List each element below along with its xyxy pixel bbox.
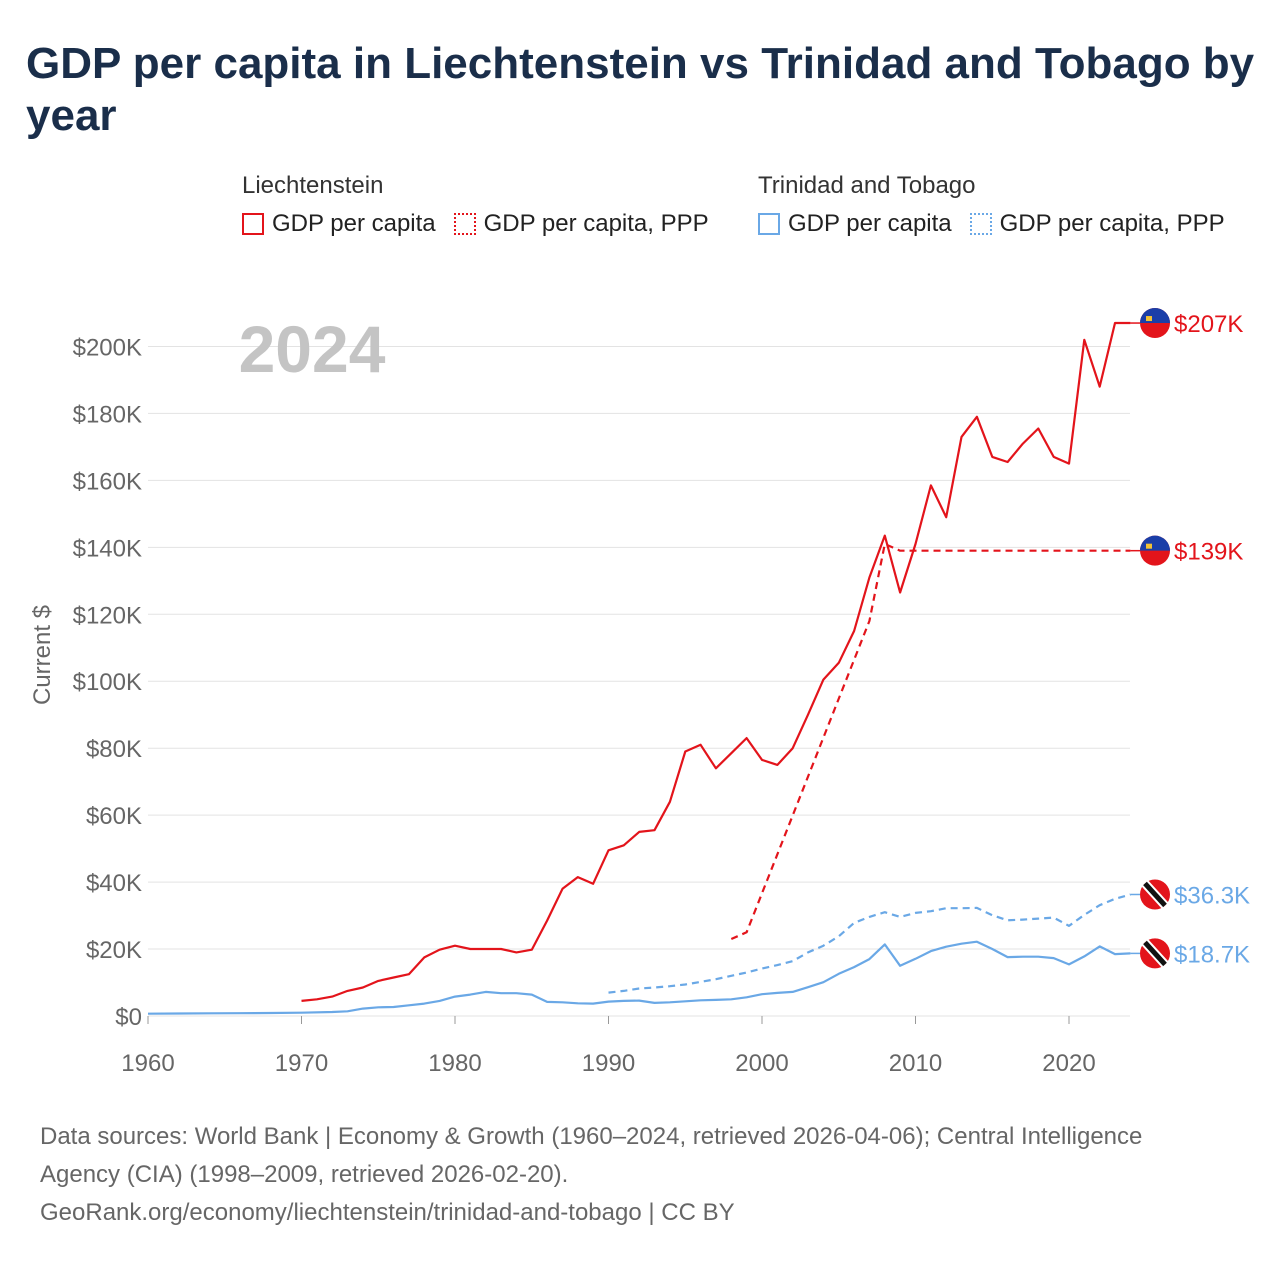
y-tick-label: $140K (73, 535, 142, 562)
x-axis-ticks: 1960 1970 1980 1990 2000 2010 2020 (121, 1016, 1096, 1077)
end-value-label: $207K (1174, 311, 1243, 338)
liechtenstein-flag-icon (1140, 308, 1170, 339)
end-value-label: $18.7K (1174, 941, 1250, 968)
y-tick-label: $100K (73, 669, 142, 696)
legend-item-label: GDP per capita, PPP (999, 210, 1225, 237)
series-line[interactable] (730, 542, 1131, 941)
liechtenstein-flag-icon (1140, 535, 1170, 566)
trinidad-flag-icon (1140, 879, 1170, 910)
series-line[interactable] (147, 940, 1131, 1015)
legend-swatch-solid (242, 213, 264, 235)
legend-item-label: GDP per capita (272, 210, 436, 237)
x-tick-label: 1960 (121, 1050, 174, 1077)
legend-item-label: GDP per capita, PPP (483, 210, 709, 237)
end-labels: $207K $139K $18.7K $36.3K (1130, 308, 1250, 969)
y-tick-label: $120K (73, 602, 142, 629)
legend-item-li-gdp-ppp[interactable]: GDP per capita, PPP (453, 210, 709, 238)
x-tick-label: 1980 (428, 1050, 481, 1077)
legend-item-label: GDP per capita (788, 210, 952, 237)
legend-swatch-dotted (969, 213, 992, 235)
x-tick-label: 1970 (275, 1050, 328, 1077)
y-tick-label: $60K (86, 803, 142, 830)
legend-item-li-gdp[interactable]: GDP per capita (242, 210, 436, 238)
year-watermark: 2024 (239, 312, 386, 386)
x-tick-label: 1990 (582, 1050, 635, 1077)
y-axis-label: Current $ (29, 605, 56, 705)
y-tick-label: $80K (86, 736, 142, 763)
legend-swatch-solid (758, 213, 780, 235)
x-tick-label: 2000 (735, 1050, 788, 1077)
y-tick-label: $180K (73, 401, 142, 428)
legend-group-liechtenstein: Liechtenstein GDP per capita GDP per cap… (242, 172, 709, 238)
chart-title: GDP per capita in Liechtenstein vs Trini… (26, 39, 1255, 140)
series-lines (147, 321, 1131, 1015)
source-line: Agency (CIA) (1998–2009, retrieved 2026-… (40, 1161, 569, 1188)
end-value-label: $139K (1174, 539, 1243, 566)
end-value-label: $36.3K (1174, 882, 1250, 909)
line-chart: $0 $20K $40K $60K $80K $100K $120K $140K $160K $1… (29, 308, 1250, 1077)
source-link[interactable]: GeoRank.org/economy/liechtenstein/trinid… (40, 1199, 735, 1226)
y-axis-ticks: $0 $20K $40K $60K $80K $100K $120K $140K $160K $1… (73, 334, 142, 1031)
y-tick-label: $0 (115, 1004, 142, 1031)
y-tick-label: $40K (86, 870, 142, 897)
series-line[interactable] (301, 321, 1131, 1002)
legend-group-label: Liechtenstein (242, 172, 384, 199)
y-tick-label: $200K (73, 334, 142, 361)
series-line[interactable] (608, 893, 1131, 994)
legend-swatch-dotted (453, 213, 476, 235)
source-line: Data sources: World Bank | Economy & Gro… (40, 1123, 1143, 1150)
source-note: Data sources: World Bank | Economy & Gro… (40, 1118, 1240, 1232)
legend-item-tt-gdp[interactable]: GDP per capita (758, 210, 952, 238)
grid-lines (148, 345, 1130, 1017)
legend-group-label: Trinidad and Tobago (758, 172, 976, 199)
x-tick-label: 2020 (1042, 1050, 1095, 1077)
legend-group-trinidad: Trinidad and Tobago GDP per capita GDP p… (758, 172, 1225, 238)
trinidad-flag-icon (1140, 938, 1170, 969)
x-tick-label: 2010 (889, 1050, 942, 1077)
legend-item-tt-gdp-ppp[interactable]: GDP per capita, PPP (969, 210, 1225, 238)
y-tick-label: $160K (73, 468, 142, 495)
y-tick-label: $20K (86, 937, 142, 964)
